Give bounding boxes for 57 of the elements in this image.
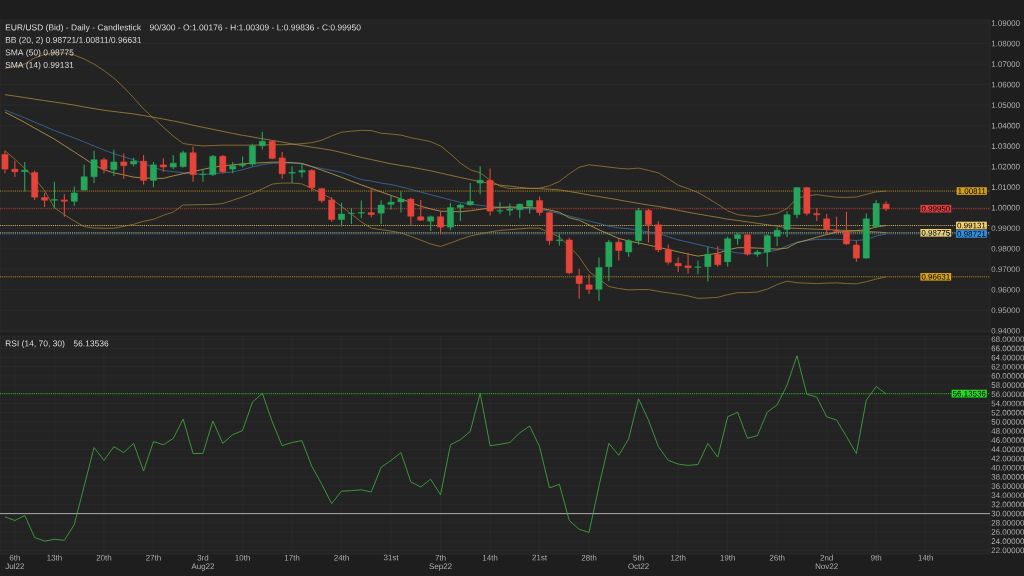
candlestick xyxy=(823,213,831,235)
candlestick xyxy=(1,150,9,174)
candlestick xyxy=(21,161,29,193)
candlestick xyxy=(150,161,157,188)
candlestick xyxy=(853,240,860,263)
candlestick xyxy=(704,246,712,283)
candlestick xyxy=(377,199,385,225)
candlestick xyxy=(724,235,732,268)
line-series xyxy=(4,150,887,299)
annotation: SMA (14) 0.99131 xyxy=(5,61,74,70)
candlestick xyxy=(80,164,88,192)
candlestick xyxy=(595,256,603,302)
candlestick xyxy=(714,245,722,268)
candlestick xyxy=(397,190,405,214)
candlestick xyxy=(684,252,692,275)
candlestick xyxy=(140,154,147,186)
candlestick xyxy=(219,154,227,174)
annotation: BB (20, 2) 0.98721/1.00811/0.96631 xyxy=(5,36,142,45)
chart-title: EUR/USD (Bid) - Daily - Candlestick xyxy=(5,24,142,33)
candlestick xyxy=(308,168,316,193)
candlestick xyxy=(615,237,623,261)
candlestick xyxy=(536,196,543,217)
candlestick xyxy=(447,202,454,231)
candlestick xyxy=(199,168,207,183)
candlestick xyxy=(575,268,583,300)
candlestick xyxy=(843,211,850,246)
candlestick xyxy=(70,186,78,207)
candlestick xyxy=(763,233,771,268)
chart-subtitle: 90/300 - O:1.00176 - H:1.00309 - L:0.99836 - C:0.99950 xyxy=(150,24,361,31)
candlestick xyxy=(506,202,514,217)
candlestick xyxy=(466,182,474,207)
candlestick xyxy=(249,143,256,167)
chart-subtitle: 56.13536 xyxy=(73,340,109,347)
candlestick xyxy=(11,160,19,178)
candlestick xyxy=(664,243,672,266)
candlestick xyxy=(496,201,504,215)
candlestick xyxy=(338,202,345,228)
candlestick xyxy=(288,165,296,184)
annotation: SMA (50) 0.98775 xyxy=(5,49,74,58)
candlestick xyxy=(773,226,781,247)
candlestick xyxy=(387,195,395,211)
candlestick xyxy=(437,210,444,235)
candlestick xyxy=(90,150,98,184)
candlestick xyxy=(872,199,880,229)
candlestick xyxy=(120,152,128,180)
candlestick xyxy=(209,154,217,177)
candlestick xyxy=(694,259,702,275)
candlestick xyxy=(585,273,593,295)
candlestick xyxy=(476,165,484,195)
candlestick xyxy=(189,146,197,183)
candlestick xyxy=(51,181,58,209)
candlestick xyxy=(783,210,791,238)
chart-title: RSI (14, 70, 30) xyxy=(5,340,65,349)
candlestick xyxy=(278,151,286,180)
line-series xyxy=(4,355,887,542)
candlestick xyxy=(110,149,118,177)
candlestick xyxy=(298,162,306,179)
